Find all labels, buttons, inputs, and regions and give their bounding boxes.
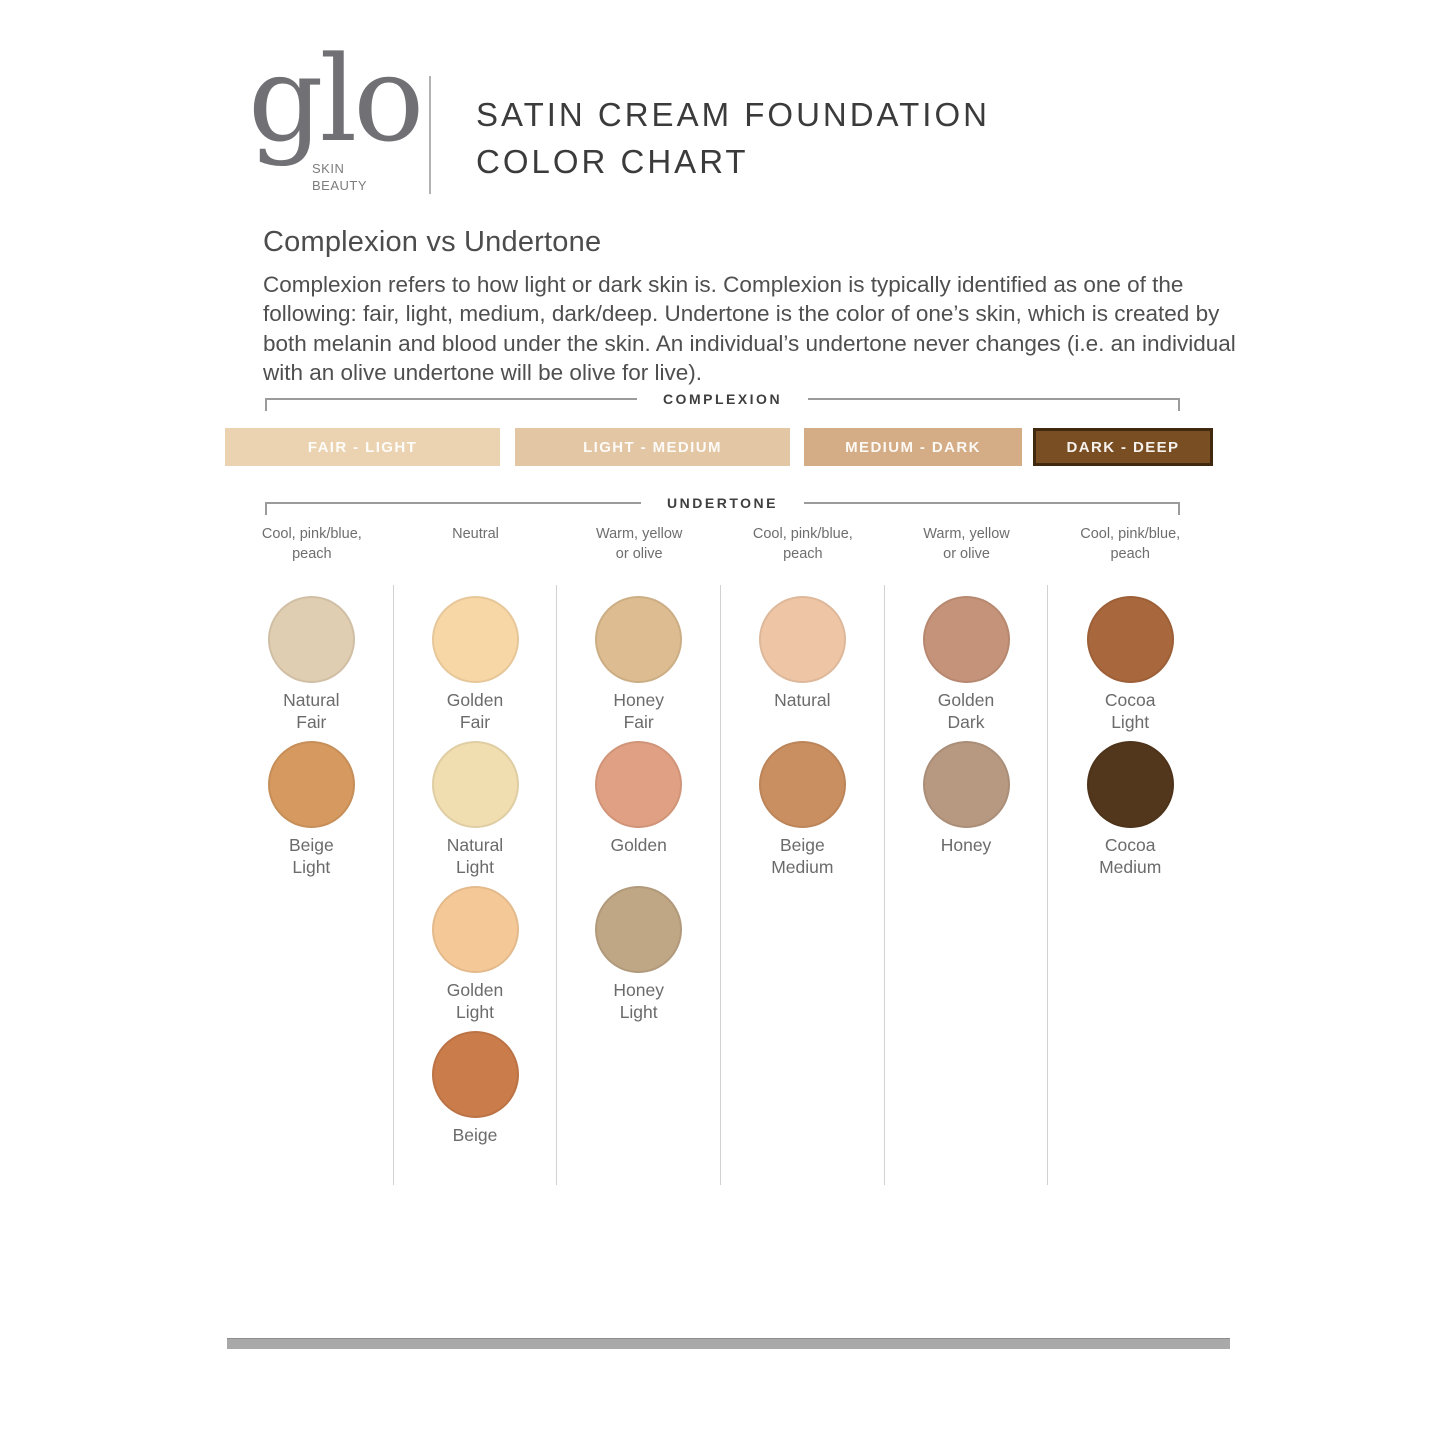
page-title: SATIN CREAM FOUNDATION COLOR CHART (476, 92, 990, 186)
swatch-circle-honey-fair (595, 596, 683, 683)
swatch-label: Honey (940, 835, 992, 855)
complexion-bar-dark-deep: DARK - DEEP (1033, 428, 1213, 466)
bracket-tick-left (265, 502, 267, 515)
swatch-honey: Honey (922, 741, 1010, 886)
swatch-circle-golden-fair (431, 596, 519, 683)
undertone-column-header: Cool, pink/blue, peach (261, 526, 362, 562)
section-heading: Complexion vs Undertone (263, 226, 602, 258)
undertone-column-1: Cool, pink/blue, peach Natural Fair Beige … (230, 522, 394, 1185)
undertone-column-4: Cool, pink/blue, peach Natural Beige Mediu… (721, 522, 885, 1185)
bracket-line (808, 398, 1178, 400)
swatch-label: Natural Fair (283, 690, 340, 732)
bracket-line (267, 502, 642, 504)
undertone-column-body: Natural Fair Beige Light (230, 585, 394, 1185)
complexion-bar-medium-dark: MEDIUM - DARK (804, 428, 1022, 466)
header-divider (429, 76, 431, 194)
bracket-line (803, 502, 1179, 504)
swatch-cocoa-medium: Cocoa Medium (1086, 741, 1174, 886)
swatch-circle-cocoa-light (1086, 596, 1174, 683)
bracket-tick-left (265, 398, 267, 411)
swatch-circle-honey-light (595, 886, 683, 973)
complexion-bracket-label: COMPLEXION (662, 391, 783, 407)
page-title-line1: SATIN CREAM FOUNDATION (476, 96, 990, 133)
undertone-grid: Cool, pink/blue, peach Natural Fair Beige … (230, 522, 1212, 1185)
swatch-circle-honey (922, 741, 1010, 828)
glo-logo-text: glo (248, 30, 424, 168)
page-title-line2: COLOR CHART (476, 142, 749, 180)
swatch-circle-golden-dark (922, 596, 1010, 683)
swatch-circle-natural-fair (267, 596, 355, 683)
undertone-column-header: Warm, yellow or olive (923, 526, 1010, 562)
swatch-label: Golden Dark (937, 690, 995, 732)
undertone-column-body: Natural Beige Medium (721, 585, 885, 1185)
swatch-golden-fair: Golden Fair (431, 596, 519, 741)
footer-bar (227, 1338, 1230, 1349)
swatch-label: Beige Light (288, 835, 334, 877)
swatch-natural: Natural (758, 596, 846, 741)
swatch-circle-natural (758, 596, 846, 683)
bracket-tick-right (1178, 398, 1180, 411)
undertone-column-body: Honey Fair Golden Honey Light (557, 585, 722, 1185)
bracket-line (267, 398, 637, 400)
swatch-circle-golden-light (431, 886, 519, 973)
undertone-column-header: Cool, pink/blue, peach (752, 526, 853, 562)
complexion-bar-light-medium: LIGHT - MEDIUM (515, 428, 790, 466)
swatch-label: Cocoa Medium (1099, 835, 1162, 877)
swatch-golden-light: Golden Light (431, 886, 519, 1031)
swatch-label: Cocoa Light (1104, 690, 1156, 732)
undertone-column-5: Warm, yellow or olive Golden Dark Honey (885, 522, 1049, 1185)
swatch-label: Honey Fair (613, 690, 664, 732)
undertone-column-header: Cool, pink/blue, peach (1080, 526, 1181, 562)
complexion-bar-label: FAIR - LIGHT (307, 438, 418, 456)
swatch-label: Golden Fair (446, 690, 504, 732)
swatch-beige: Beige (431, 1031, 519, 1176)
complexion-bars: FAIR - LIGHT LIGHT - MEDIUM MEDIUM - DARK D… (225, 428, 1215, 466)
swatch-label: Honey Light (613, 980, 664, 1022)
complexion-bar-label: DARK - DEEP (1066, 438, 1180, 456)
swatch-circle-beige-light (267, 741, 355, 828)
complexion-bar-label: MEDIUM - DARK (845, 438, 981, 456)
swatch-circle-cocoa-medium (1086, 741, 1174, 828)
swatch-label: Golden Light (446, 980, 504, 1022)
undertone-column-body: Golden Fair Natural Light Golden Light Beig… (394, 585, 558, 1185)
swatch-circle-natural-light (431, 741, 519, 828)
swatch-natural-fair: Natural Fair (267, 596, 355, 741)
undertone-column-6: Cool, pink/blue, peach Cocoa Light Cocoa M… (1048, 522, 1212, 1185)
undertone-column-2: Neutral Golden Fair Natural Light Golden Li… (394, 522, 558, 1185)
glo-logo-subtext: SKIN BEAUTY (312, 161, 368, 193)
swatch-beige-medium: Beige Medium (758, 741, 846, 886)
undertone-column-3: Warm, yellow or olive Honey Fair Golden Hon… (557, 522, 722, 1185)
swatch-golden-dark: Golden Dark (922, 596, 1010, 741)
swatch-label: Natural Light (446, 835, 504, 877)
complexion-bar-fair-light: FAIR - LIGHT (225, 428, 500, 466)
swatch-beige-light: Beige Light (267, 741, 355, 886)
swatch-label: Beige Medium (771, 835, 834, 877)
swatch-honey-light: Honey Light (595, 886, 683, 1031)
complexion-bar-label: LIGHT - MEDIUM (583, 438, 722, 456)
undertone-bracket: UNDERTONE (265, 495, 1181, 515)
swatch-circle-golden (595, 741, 683, 828)
swatch-label: Golden (610, 835, 667, 855)
swatch-honey-fair: Honey Fair (595, 596, 683, 741)
swatch-label: Beige (452, 1125, 498, 1145)
bracket-tick-right (1178, 502, 1181, 515)
undertone-bracket-label: UNDERTONE (667, 495, 778, 511)
undertone-column-body: Cocoa Light Cocoa Medium (1048, 585, 1212, 1185)
swatch-natural-light: Natural Light (431, 741, 519, 886)
section-body-text: Complexion refers to how light or dark s… (263, 272, 1236, 385)
swatch-golden: Golden (595, 741, 683, 886)
glo-logo: glo SKIN BEAUTY (248, 40, 432, 202)
swatch-circle-beige (431, 1031, 519, 1118)
swatch-label: Natural (774, 690, 831, 710)
complexion-bracket: COMPLEXION (265, 391, 1180, 411)
swatch-circle-beige-medium (758, 741, 846, 828)
undertone-column-body: Golden Dark Honey (885, 585, 1049, 1185)
undertone-column-header: Neutral (452, 526, 499, 542)
undertone-column-header: Warm, yellow or olive (595, 526, 683, 562)
swatch-cocoa-light: Cocoa Light (1086, 596, 1174, 741)
